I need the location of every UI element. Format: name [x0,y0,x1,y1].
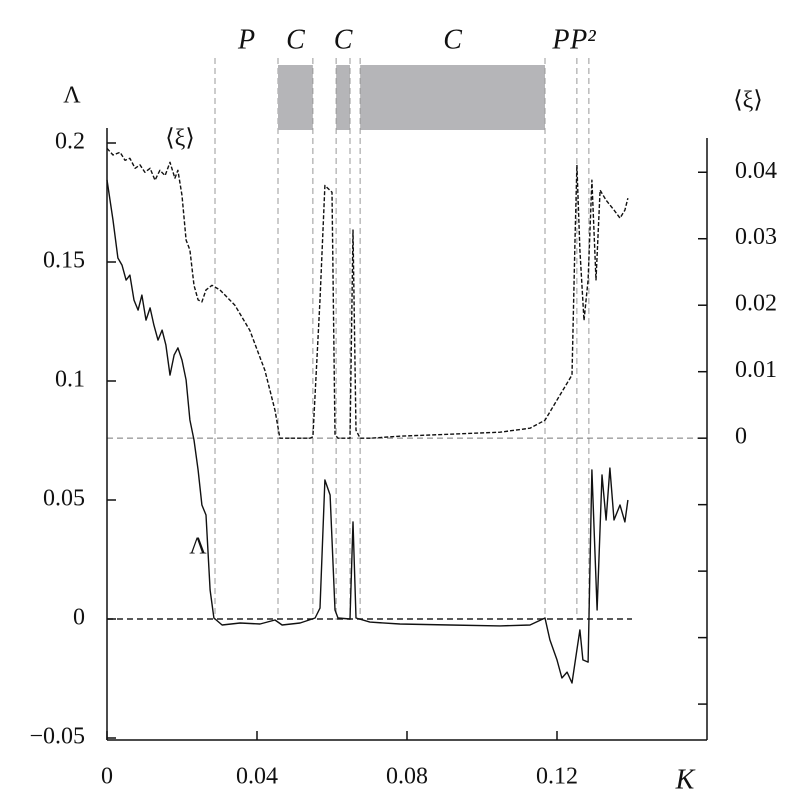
y-axis-title: Λ [63,83,81,109]
regime-label: C [443,24,462,55]
y-tick-label: 0 [73,605,85,631]
x-tick-label: 0.04 [236,764,278,790]
chaotic-band [360,65,545,130]
regime-label: C [334,24,353,55]
chaotic-band [278,65,313,130]
y-tick-label: 0.2 [55,129,85,155]
y-tick-label: −0.05 [29,724,85,750]
regime-label: P [237,24,255,55]
y2-tick-label: 0.01 [735,357,777,383]
x-axis-title: K [675,764,696,795]
series-line [106,147,629,439]
y2-axis-title: ⟨ξ⟩ [733,88,762,114]
curve-label: Λ [189,534,207,560]
regime-label: C [286,24,305,55]
regime-label: P² [569,24,596,55]
x-tick-label: 0.08 [386,764,428,790]
regime-label: P [551,24,569,55]
y-tick-label: 0.05 [43,486,85,512]
x-tick-label: 0 [101,764,113,790]
chaotic-band [336,65,350,130]
y2-tick-label: 0.03 [735,224,777,250]
y-tick-label: 0.1 [55,367,85,393]
y-tick-label: 0.15 [43,248,85,274]
y2-tick-label: 0.04 [735,158,777,184]
y2-tick-label: 0 [735,424,747,450]
series-line [106,179,629,684]
y2-tick-label: 0.02 [735,291,777,317]
x-tick-label: 0.12 [536,764,578,790]
curve-label: ⟨ξ⟩ [165,126,194,152]
